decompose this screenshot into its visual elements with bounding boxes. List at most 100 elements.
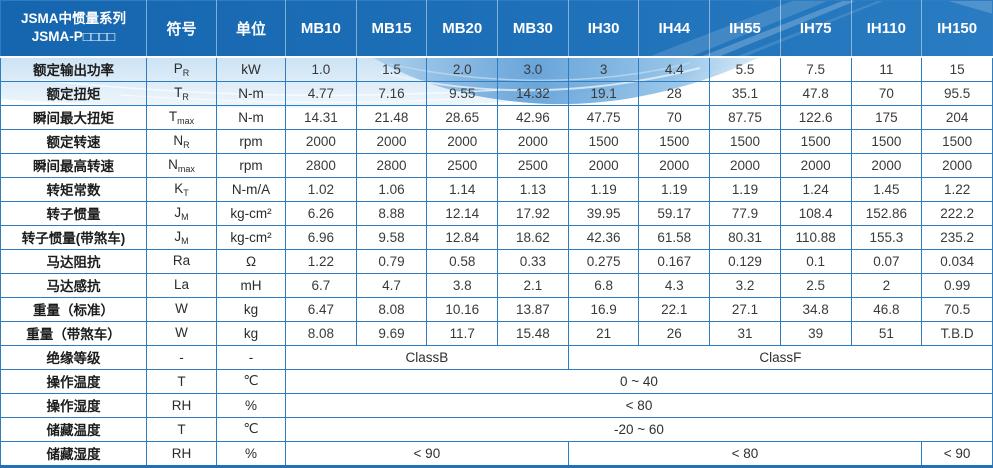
value-cell: 2000 (426, 128, 499, 154)
symbol-text: La (173, 276, 190, 292)
symbol-cell: PR (146, 56, 217, 82)
row-label: 转矩常数 (0, 176, 147, 202)
col-header-series: JSMA中惯量系列 JSMA-P□□□□ (0, 0, 147, 58)
unit-cell: % (216, 440, 286, 468)
symbol-subscript: T (183, 187, 189, 198)
symbol-cell: KT (146, 176, 217, 202)
symbol-cell: NR (146, 128, 217, 154)
table-row-rotor-inertia-brake: 转子惯量(带煞车) JM kg-cm² 6.96 9.58 12.84 18.6… (0, 224, 993, 250)
value-cell: 2000 (779, 152, 852, 178)
value-cell: 1.22 (285, 248, 357, 274)
value-cell: 12.14 (426, 200, 499, 226)
symbol-text: P (173, 60, 183, 76)
value-cell: 1.5 (355, 56, 428, 82)
row-label: 重量（带煞车） (0, 320, 147, 346)
series-title-line1: JSMA中惯量系列 (20, 11, 126, 27)
col-header-ih150: IH150 (921, 0, 993, 58)
table-row-torque-constant: 转矩常数 KT N-m/A 1.02 1.06 1.14 1.13 1.19 1… (0, 176, 993, 202)
unit-cell: rpm (216, 128, 286, 154)
value-cell: 6.47 (285, 296, 357, 322)
unit-cell: N-m (216, 104, 286, 130)
table-row-rotor-inertia: 转子惯量 JM kg-cm² 6.26 8.88 12.14 17.92 39.… (0, 200, 993, 226)
table-row-weight-standard: 重量（标准） W kg 6.47 8.08 10.16 13.87 16.9 2… (0, 296, 993, 322)
value-cell: 22.1 (638, 296, 711, 322)
table-row-storage-humidity: 储藏湿度 RH % < 90 < 80 < 90 (0, 440, 993, 468)
value-cell: 175 (850, 104, 923, 130)
merged-value-cell: ClassB (285, 344, 569, 370)
symbol-cell: Ra (146, 248, 217, 274)
value-cell: 1500 (567, 128, 640, 154)
value-cell: 122.6 (779, 104, 852, 130)
value-cell: 1500 (779, 128, 852, 154)
value-cell: 21 (567, 320, 640, 346)
value-cell: 2800 (285, 152, 357, 178)
value-cell: 0.1 (779, 248, 852, 274)
value-cell: 8.88 (355, 200, 428, 226)
symbol-text: T (168, 108, 178, 124)
col-header-ih110: IH110 (850, 0, 923, 58)
value-cell: 4.77 (285, 80, 357, 106)
symbol-text: T (174, 84, 183, 100)
value-cell: 70 (638, 104, 711, 130)
series-title-line2: JSMA-P□□□□ (31, 29, 116, 45)
symbol-cell: RH (146, 392, 217, 418)
col-header-ih55: IH55 (709, 0, 781, 58)
symbol-cell: W (146, 296, 217, 322)
unit-cell: kg (216, 296, 286, 322)
unit-cell: % (216, 392, 286, 418)
value-cell: 28 (638, 80, 711, 106)
table-row-inductance: 马达感抗 La mH 6.7 4.7 3.8 2.1 6.8 4.3 3.2 2… (0, 272, 993, 298)
symbol-cell: TR (146, 80, 217, 106)
symbol-cell: Tmax (146, 104, 217, 130)
value-cell: 9.69 (355, 320, 428, 346)
col-header-mb20: MB20 (426, 0, 499, 58)
value-cell: 9.58 (355, 224, 428, 250)
value-cell: 2 (850, 272, 923, 298)
value-cell: 39.95 (567, 200, 640, 226)
unit-cell: ℃ (216, 416, 286, 442)
value-cell: 2000 (921, 152, 993, 178)
symbol-subscript: max (177, 115, 195, 126)
table-row-rated-torque: 额定扭矩 TR N-m 4.77 7.16 9.55 14.32 19.1 28… (0, 80, 993, 106)
row-label: 操作湿度 (0, 392, 147, 418)
value-cell: 2500 (497, 152, 569, 178)
value-cell: 6.7 (285, 272, 357, 298)
value-cell: 16.9 (567, 296, 640, 322)
col-header-ih30: IH30 (567, 0, 640, 58)
symbol-subscript: R (182, 67, 190, 78)
value-cell: 0.07 (850, 248, 923, 274)
value-cell: 77.9 (709, 200, 781, 226)
value-cell: 2500 (426, 152, 499, 178)
value-cell: 95.5 (921, 80, 993, 106)
value-cell: T.B.D (921, 320, 993, 346)
value-cell: 1.13 (497, 176, 569, 202)
symbol-cell: W (146, 320, 217, 346)
value-cell: 0.034 (921, 248, 993, 274)
value-cell: 14.31 (285, 104, 357, 130)
col-header-mb10: MB10 (285, 0, 357, 58)
value-cell: 5.5 (709, 56, 781, 82)
value-cell: 204 (921, 104, 993, 130)
value-cell: 1.14 (426, 176, 499, 202)
symbol-text: N (168, 156, 178, 172)
table-row-resistance: 马达阻抗 Ra Ω 1.22 0.79 0.58 0.33 0.275 0.16… (0, 248, 993, 274)
value-cell: 0.79 (355, 248, 428, 274)
value-cell: 108.4 (779, 200, 852, 226)
symbol-subscript: M (181, 211, 189, 222)
value-cell: 235.2 (921, 224, 993, 250)
value-cell: 11 (850, 56, 923, 82)
symbol-text: Ra (172, 252, 191, 268)
unit-cell: ℃ (216, 368, 286, 394)
value-cell: 35.1 (709, 80, 781, 106)
col-header-mb15: MB15 (355, 0, 428, 58)
value-cell: 1.06 (355, 176, 428, 202)
value-cell: 7.16 (355, 80, 428, 106)
symbol-text: N (173, 132, 184, 148)
value-cell: 3.2 (709, 272, 781, 298)
value-cell: 222.2 (921, 200, 993, 226)
value-cell: 19.1 (567, 80, 640, 106)
value-cell: 1500 (921, 128, 993, 154)
symbol-text: J (174, 228, 182, 244)
value-cell: 27.1 (709, 296, 781, 322)
value-cell: 3.0 (497, 56, 569, 82)
